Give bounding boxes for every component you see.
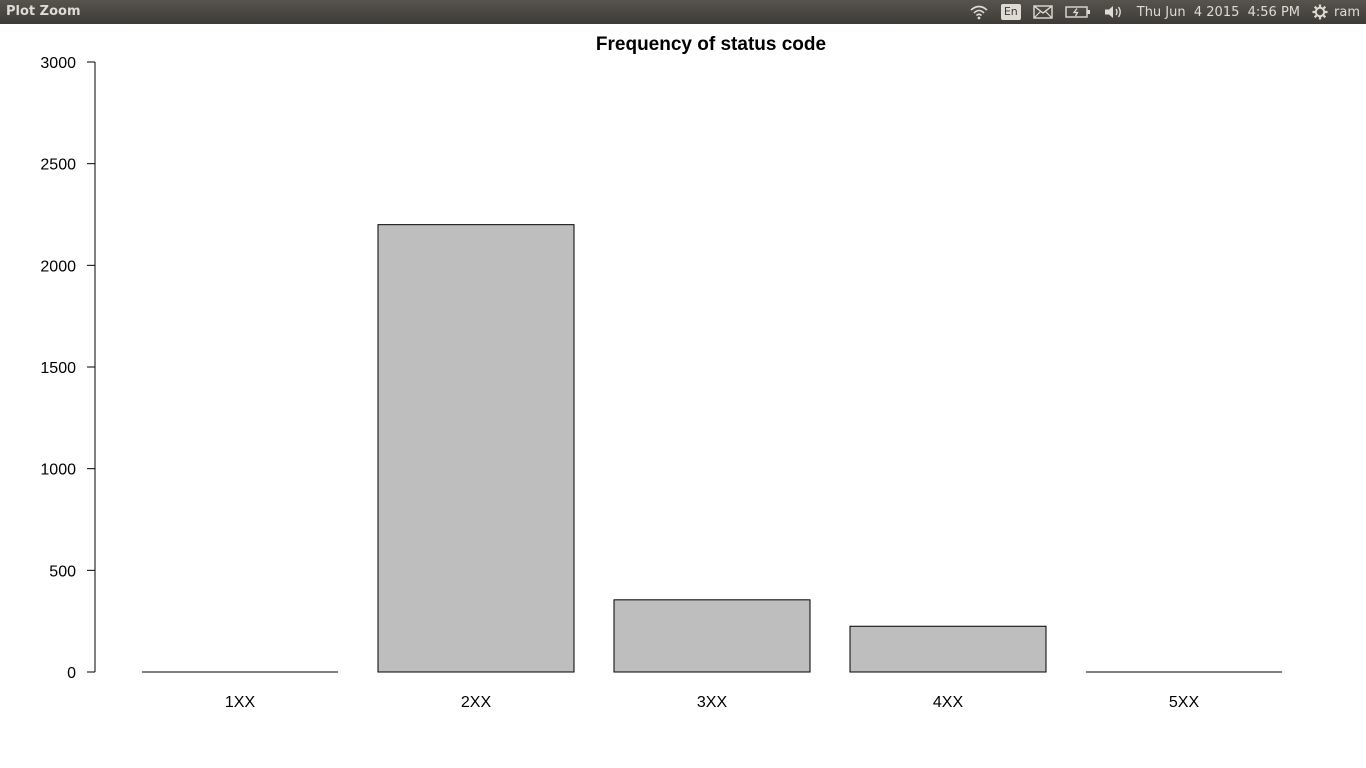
y-tick-label: 1000 (40, 462, 76, 479)
bar-2xx (377, 224, 575, 673)
x-category-label: 5XX (1169, 694, 1200, 711)
wifi-icon[interactable] (969, 0, 989, 24)
battery-icon[interactable] (1065, 0, 1091, 24)
chart-title: Frequency of status code (596, 34, 826, 55)
clock[interactable]: Thu Jun 4 2015 4:56 PM (1136, 4, 1301, 20)
indicator-area: En Thu Jun 4 2015 4:56 PM (957, 0, 1360, 24)
bar-4xx (849, 625, 1047, 673)
y-tick-label: 2500 (40, 157, 76, 174)
window-title: Plot Zoom (6, 4, 81, 19)
y-axis: 0 500 1000 1500 2000 2500 3000 (40, 55, 96, 682)
y-tick-label: 0 (67, 665, 76, 682)
y-tick-label: 1500 (40, 360, 76, 377)
x-category-label: 4XX (933, 694, 964, 711)
plot-area: Frequency of status code 0 500 1000 1500 200… (0, 24, 1366, 768)
x-category-label: 3XX (697, 694, 728, 711)
y-tick-label: 500 (49, 563, 76, 580)
language-icon[interactable]: En (1000, 0, 1021, 24)
y-tick-label: 3000 (40, 55, 76, 72)
gear-icon[interactable] (1312, 0, 1328, 24)
bars-group (142, 224, 1282, 673)
top-panel: Plot Zoom En (0, 0, 1366, 24)
user-name[interactable]: ram (1334, 4, 1360, 20)
bar-3xx (613, 599, 811, 673)
y-tick-label: 2000 (40, 258, 76, 275)
volume-icon[interactable] (1103, 0, 1125, 24)
x-axis-labels: 1XX 2XX 3XX 4XX 5XX (225, 694, 1200, 711)
bar-chart: Frequency of status code 0 500 1000 1500 200… (40, 34, 1282, 711)
mail-icon[interactable] (1033, 0, 1053, 24)
x-category-label: 2XX (461, 694, 492, 711)
x-category-label: 1XX (225, 694, 256, 711)
language-label: En (1000, 4, 1021, 20)
